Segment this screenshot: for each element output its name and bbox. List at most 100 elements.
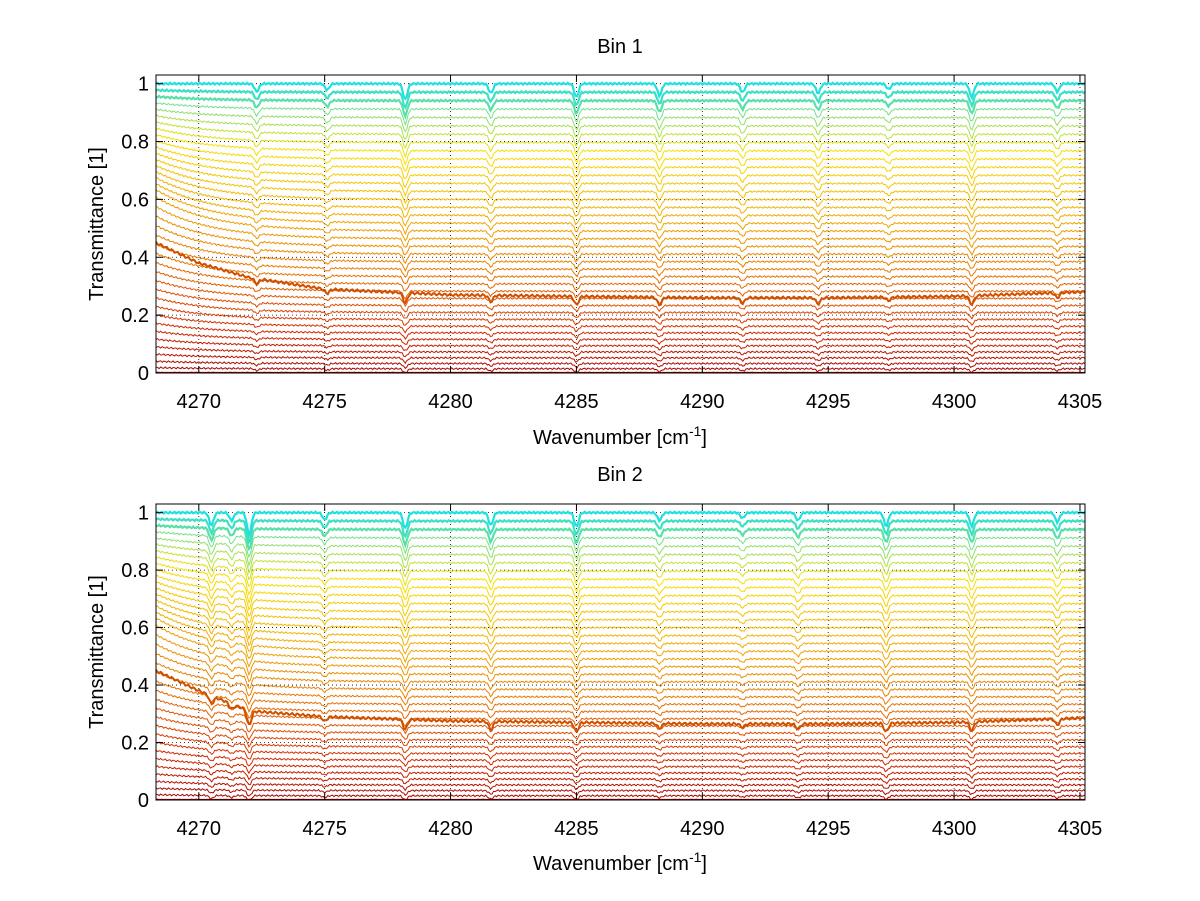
y-axis-label: Transmittance [1]: [86, 147, 108, 301]
series-line: [155, 634, 1086, 677]
series-line: [155, 568, 1086, 605]
y-tick-label: 0: [138, 363, 149, 385]
grid-lines: [156, 75, 1085, 374]
series-line: [155, 288, 1086, 313]
chart-title: Bin 1: [597, 36, 643, 58]
series-line: [155, 733, 1086, 754]
x-tick-label: 4305: [1058, 391, 1103, 413]
series-line: [155, 279, 1086, 308]
series-line: [155, 215, 1086, 257]
series-line: [155, 114, 1086, 141]
series-line: [155, 689, 1086, 720]
series-line: [155, 715, 1086, 741]
series-line: [155, 322, 1086, 340]
x-tick-label: 4280: [428, 818, 473, 840]
series-line: [155, 183, 1086, 227]
chart-panel-bin-1: 4270 4275 4280 4285 4290 4295 4300 4305 0 0.2 0.4 0…: [86, 36, 1102, 449]
x-tick-label: 4290: [680, 391, 725, 413]
y-tick-label: 0.8: [121, 560, 149, 582]
x-tick-label: 4275: [302, 391, 347, 413]
series-line: [155, 146, 1086, 180]
series-line: [155, 88, 1086, 110]
series-line: [155, 749, 1086, 768]
series-line: [155, 121, 1086, 149]
plot-frame: [155, 503, 1086, 801]
x-tick-label: 4270: [177, 818, 222, 840]
series-line: [155, 543, 1086, 575]
y-tick-label: 1: [138, 503, 149, 525]
series-line: [155, 562, 1086, 596]
axis-ticks: 4270 4275 4280 4285 4290 4295 4300 4305 0 0.2 0.4 0…: [121, 503, 1102, 840]
series-line: [155, 773, 1086, 786]
series-line: [155, 189, 1086, 236]
series-line: [155, 623, 1086, 670]
series-line: [155, 252, 1086, 285]
series-line: [155, 261, 1086, 292]
series-line: [155, 537, 1086, 568]
series-line: [155, 337, 1086, 352]
series-line: [155, 94, 1086, 121]
series-line: [155, 140, 1086, 172]
chart-panel-bin-2: 4270 4275 4280 4285 4290 4295 4300 4305 0 0.2 0.4 0…: [86, 464, 1102, 875]
x-tick-label: 4295: [806, 818, 851, 840]
series-line: [155, 195, 1086, 242]
series-line: [155, 793, 1086, 801]
y-tick-label: 1: [138, 74, 149, 96]
series-line: [155, 653, 1086, 692]
series-line: [155, 170, 1086, 211]
series-line: [155, 592, 1086, 633]
chart-title: Bin 2: [597, 464, 643, 486]
y-tick-label: 0.8: [121, 132, 149, 154]
x-tick-label: 4295: [806, 391, 851, 413]
series-line: [155, 612, 1085, 655]
series-line: [155, 643, 1086, 684]
x-axis-label: Wavenumber [cm-1]: [533, 423, 707, 449]
x-tick-label: 4290: [680, 818, 725, 840]
series-line: [155, 605, 1086, 647]
series-line: [155, 662, 1086, 700]
series-line: [155, 234, 1086, 272]
y-tick-label: 0.6: [121, 189, 149, 211]
series-line: [155, 127, 1086, 159]
y-tick-label: 0.2: [121, 305, 149, 327]
y-tick-label: 0: [138, 790, 149, 812]
series-line: [155, 581, 1086, 617]
series-line: [155, 765, 1086, 781]
grid-lines: [156, 504, 1085, 801]
series-line: [155, 670, 1086, 706]
series-line: [155, 787, 1086, 797]
series-line: [155, 314, 1086, 334]
series-line: [155, 153, 1086, 189]
series-line: [155, 680, 1086, 714]
x-axis-label: Wavenumber [cm-1]: [533, 849, 707, 875]
y-tick-label: 0.4: [121, 247, 149, 269]
series-line: [155, 530, 1086, 559]
series-line: [155, 108, 1086, 133]
series-line: [155, 177, 1086, 219]
y-tick-label: 0.4: [121, 675, 149, 697]
series-line: [155, 510, 1086, 540]
series-line: [155, 164, 1086, 205]
series-line: [155, 698, 1086, 728]
x-tick-label: 4280: [428, 391, 473, 413]
series-line: [155, 587, 1086, 626]
series-line: [155, 330, 1086, 346]
x-tick-label: 4285: [554, 391, 599, 413]
x-tick-label: 4300: [932, 391, 977, 413]
series-line: [155, 617, 1086, 664]
series-line: [155, 243, 1086, 278]
x-tick-label: 4270: [177, 391, 222, 413]
axis-ticks: 4270 4275 4280 4285 4290 4295 4300 4305 0 0.2 0.4 0…: [121, 74, 1102, 413]
series-line: [155, 550, 1086, 581]
x-tick-label: 4285: [554, 818, 599, 840]
x-tick-label: 4305: [1058, 818, 1103, 840]
series-line: [155, 556, 1086, 588]
series-line: [155, 225, 1086, 265]
x-tick-label: 4300: [932, 818, 977, 840]
plot-frame: [155, 74, 1086, 374]
series-line: [155, 757, 1086, 775]
y-tick-label: 0.6: [121, 618, 149, 640]
series-line: [155, 271, 1086, 300]
series-line: [155, 366, 1086, 374]
series-line: [155, 599, 1086, 641]
